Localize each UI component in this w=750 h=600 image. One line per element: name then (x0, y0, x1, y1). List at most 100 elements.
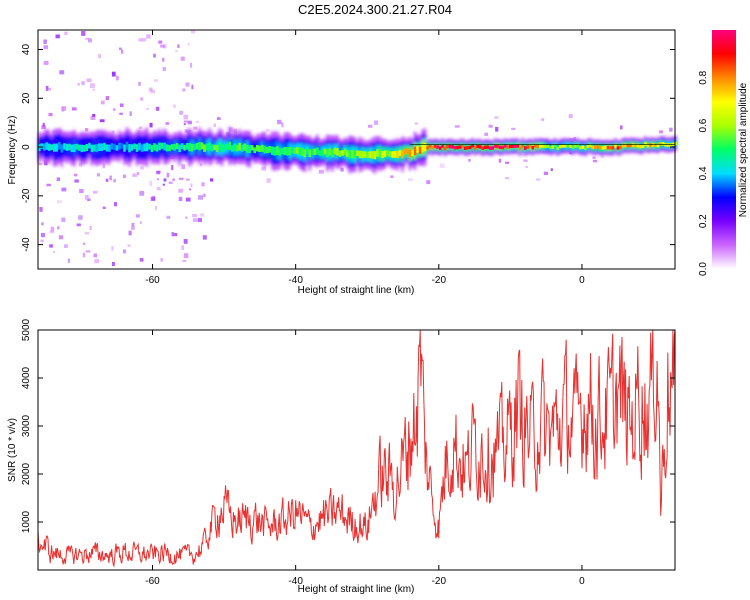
spectrogram-cell (436, 145, 439, 149)
spectrogram-cell (273, 147, 277, 156)
spectrogram-cell (461, 144, 464, 148)
snr-y-label: SNR (10 * v/v) (7, 418, 18, 482)
spectrogram-cell (629, 143, 632, 148)
spectrogram-speck (488, 124, 493, 128)
spectrogram-speck (182, 88, 186, 92)
spectrogram-speck (156, 187, 161, 191)
spectrogram-speck (48, 112, 53, 117)
spectrogram-cell (418, 147, 422, 154)
spectrogram-speck (368, 124, 373, 128)
spectrogram-cell (386, 150, 389, 156)
spectrogram-speck (200, 213, 205, 217)
spectrogram-speck (53, 250, 56, 254)
spectrogram-speck (149, 181, 152, 186)
spectrogram-cell (481, 146, 484, 150)
spectrogram-cell (511, 144, 515, 148)
spectrogram-cell (361, 151, 364, 159)
spectrogram-speck (414, 122, 418, 125)
spectrogram-speck (56, 177, 61, 182)
spectrogram-speck (592, 156, 596, 159)
spectrogram-cell (416, 146, 419, 153)
spectrogram-cell (636, 143, 640, 148)
spectrogram-speck (183, 253, 189, 259)
spectrogram-cell (626, 144, 630, 148)
spectrogram-cell (118, 142, 121, 150)
spectrogram-speck (162, 44, 167, 49)
x-tick: -40 (288, 30, 303, 286)
spectrogram-cell (551, 145, 555, 149)
spectrogram-cell (223, 145, 226, 151)
spectrogram-speck (190, 183, 193, 188)
spectrogram-cell (536, 144, 540, 149)
spectrogram-speck (187, 120, 192, 125)
spectrogram-cell (524, 146, 527, 150)
spectrogram-cell (133, 143, 136, 149)
spectrogram-speck (153, 53, 156, 58)
spectrogram-cell (148, 143, 151, 150)
x-tick-label: 0 (579, 275, 585, 286)
spectrogram-speck (41, 222, 44, 226)
spectrogram-speck (61, 187, 67, 192)
spectrogram-cell (639, 144, 642, 149)
spectrogram-speck (77, 82, 80, 86)
spectrogram-speck (39, 207, 43, 212)
spectrogram-speck (149, 122, 153, 128)
spectrogram-cell (396, 150, 399, 158)
spectrogram-cell (110, 143, 114, 150)
x-tick: -60 (145, 30, 160, 286)
spectrogram-speck (213, 123, 216, 128)
spectrogram-speck (210, 178, 214, 182)
spectrogram-speck (374, 120, 379, 125)
spectrogram-cell (566, 144, 570, 148)
spectrogram-cell (368, 151, 372, 158)
spectrogram-speck (550, 168, 553, 171)
spectrogram-speck (85, 128, 89, 132)
y-tick-label: 2000 (21, 462, 32, 485)
spectrogram-cell (441, 144, 444, 148)
spectrogram-speck (64, 244, 68, 248)
spectrogram-cell (456, 145, 459, 150)
spectrogram-cell (185, 143, 189, 150)
spectrogram-cell (376, 149, 379, 157)
snr-x-ticks: -60 -40 -20 0 (145, 330, 585, 587)
spectrogram-cell (70, 144, 74, 152)
spectrogram-cell (534, 144, 537, 148)
spectrogram-cell (661, 142, 665, 146)
spectrogram-cell (260, 144, 264, 152)
spectrogram-cell (346, 150, 349, 157)
spectrogram-cell (130, 144, 134, 151)
y-tick: 20 (21, 92, 675, 104)
spectrogram-cell (153, 143, 156, 151)
spectrogram-cell (188, 143, 191, 152)
spectrogram-speck (88, 38, 92, 43)
spectrogram-speck (217, 117, 221, 120)
spectrogram-cell (95, 144, 99, 153)
spectrogram-speck (92, 114, 96, 117)
y-tick-label: 4000 (21, 366, 32, 389)
spectrogram-speck (50, 226, 55, 232)
spectrogram-speck (180, 56, 185, 61)
spectrogram-speck (82, 242, 86, 245)
spectrogram-cell (624, 143, 627, 147)
spectrogram-speck (140, 166, 144, 170)
colorbar-tick-label: 0.8 (698, 70, 709, 84)
spectrogram-speck (178, 196, 183, 201)
spectrogram-y-label: Frequency (Hz) (7, 116, 18, 185)
spectrogram-cell (654, 143, 657, 147)
spectrogram-speck (131, 223, 135, 227)
spectrogram-speck (523, 159, 528, 162)
spectrogram-cell (476, 144, 479, 149)
spectrogram-cell (644, 142, 647, 146)
snr-panel: -60 -40 -20 0 1000 2000 3000 4000 5000 Height o… (7, 318, 676, 595)
spectrogram-cell (413, 146, 417, 156)
spectrogram-cell (145, 142, 149, 152)
spectrogram-speck (84, 232, 89, 235)
spectrogram-cell (321, 149, 324, 156)
spectrogram-speck (100, 100, 105, 105)
spectrogram-cell (138, 142, 141, 151)
y-tick: 4000 (21, 366, 675, 389)
spectrogram-cell (198, 142, 201, 151)
colorbar-tick-label: 0.4 (698, 166, 709, 180)
spectrogram-cell (225, 144, 229, 150)
